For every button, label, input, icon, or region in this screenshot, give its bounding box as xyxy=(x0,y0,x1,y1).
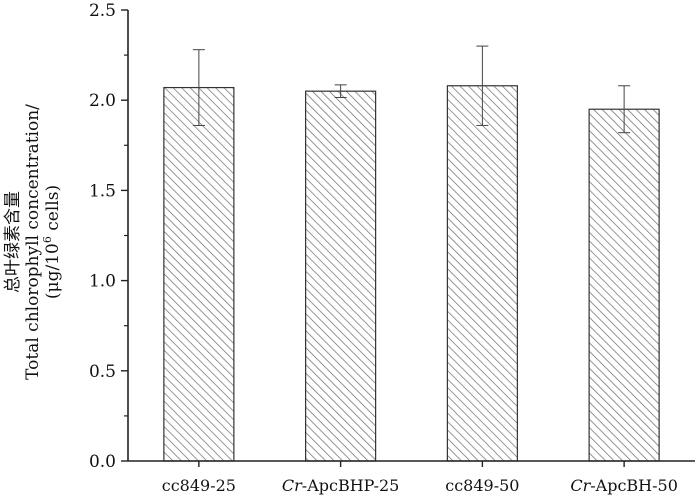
y-tick-label: 2.5 xyxy=(89,1,116,21)
bar xyxy=(446,85,518,462)
y-tick-label: 1.5 xyxy=(89,181,116,201)
y-axis-label-line2: Total chlorophyll concentration/ xyxy=(23,104,43,380)
y-tick-label: 1.0 xyxy=(89,272,116,292)
bar xyxy=(305,90,377,462)
x-tick-label: Cr-ApcBHP-25 xyxy=(282,476,399,495)
y-axis: 0.0 0.5 1.0 1.5 2.0 2.5 xyxy=(89,1,129,472)
x-tick-label: Cr-ApcBH-50 xyxy=(570,476,678,495)
y-axis-label-unit-a: (μg/10 xyxy=(43,243,63,299)
x-axis: cc849-25 Cr-ApcBHP-25 cc849-50 Cr-ApcBH-50 xyxy=(128,460,695,495)
y-axis-label-unit-sup: 6 xyxy=(41,236,54,243)
x-tick-label: cc849-25 xyxy=(162,476,236,495)
bar xyxy=(163,86,235,462)
y-axis-label: 总叶绿素含量 Total chlorophyll concentration/ … xyxy=(3,104,63,380)
y-axis-label-line1: 总叶绿素含量 xyxy=(3,191,23,293)
y-axis-label-unit-b: cells) xyxy=(43,185,63,236)
y-tick-label: 2.0 xyxy=(89,91,116,111)
y-tick-label: 0.5 xyxy=(89,362,116,382)
bars-group xyxy=(163,45,660,462)
bar xyxy=(588,108,660,462)
y-axis-label-line3: (μg/106 cells) xyxy=(41,185,63,299)
y-tick-label: 0.0 xyxy=(89,452,116,472)
x-tick-label: cc849-50 xyxy=(445,476,519,495)
